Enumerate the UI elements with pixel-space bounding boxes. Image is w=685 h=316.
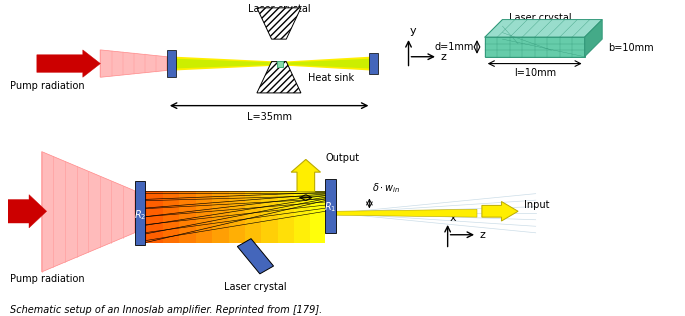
Text: Heat sink: Heat sink xyxy=(308,73,354,83)
Polygon shape xyxy=(176,59,279,69)
Text: Schematic setup of an Innoslab amplifier. Reprinted from [179].: Schematic setup of an Innoslab amplifier… xyxy=(10,305,323,315)
Bar xyxy=(145,191,160,243)
Bar xyxy=(294,191,324,243)
Polygon shape xyxy=(284,59,369,69)
Text: Input: Input xyxy=(524,200,549,210)
Polygon shape xyxy=(257,8,301,39)
Text: z: z xyxy=(480,230,486,240)
Polygon shape xyxy=(101,50,167,77)
Text: Output: Output xyxy=(325,154,360,163)
Text: d=1mm: d=1mm xyxy=(435,42,474,52)
Polygon shape xyxy=(284,57,369,70)
Polygon shape xyxy=(485,20,602,37)
Polygon shape xyxy=(584,20,602,57)
Text: Pump radiation: Pump radiation xyxy=(10,274,85,284)
Bar xyxy=(135,181,145,245)
Text: b=10mm: b=10mm xyxy=(608,43,653,53)
Bar xyxy=(196,191,226,243)
Bar xyxy=(277,61,284,66)
Polygon shape xyxy=(238,239,273,274)
Polygon shape xyxy=(482,202,518,221)
Bar xyxy=(179,191,210,243)
Polygon shape xyxy=(257,62,301,93)
Polygon shape xyxy=(8,195,47,228)
Bar xyxy=(369,53,378,74)
Text: $R_2$: $R_2$ xyxy=(134,208,147,222)
Text: $\delta \cdot w_{in}$: $\delta \cdot w_{in}$ xyxy=(373,181,401,195)
Text: Pump radiation: Pump radiation xyxy=(10,81,85,91)
Polygon shape xyxy=(485,37,584,57)
Text: L=35mm: L=35mm xyxy=(247,112,292,123)
Bar xyxy=(261,191,291,243)
Text: z: z xyxy=(441,52,447,62)
Bar xyxy=(229,191,258,243)
Bar xyxy=(245,191,275,243)
Polygon shape xyxy=(42,152,135,272)
Polygon shape xyxy=(37,50,101,77)
Text: $R_1$: $R_1$ xyxy=(324,200,336,214)
Bar xyxy=(147,191,177,243)
Bar xyxy=(167,50,176,77)
Polygon shape xyxy=(291,160,321,192)
Text: y: y xyxy=(410,26,416,36)
Text: Laser crystal: Laser crystal xyxy=(223,282,286,292)
Text: x: x xyxy=(449,213,456,223)
Bar xyxy=(163,191,193,243)
Text: Laser crystal: Laser crystal xyxy=(509,13,572,23)
Text: Laser crystal: Laser crystal xyxy=(248,4,311,14)
Bar xyxy=(277,191,308,243)
Polygon shape xyxy=(176,57,279,70)
Text: l=10mm: l=10mm xyxy=(514,69,556,78)
Bar xyxy=(325,179,336,233)
Bar xyxy=(212,191,242,243)
Polygon shape xyxy=(336,209,477,217)
Bar xyxy=(310,191,325,243)
